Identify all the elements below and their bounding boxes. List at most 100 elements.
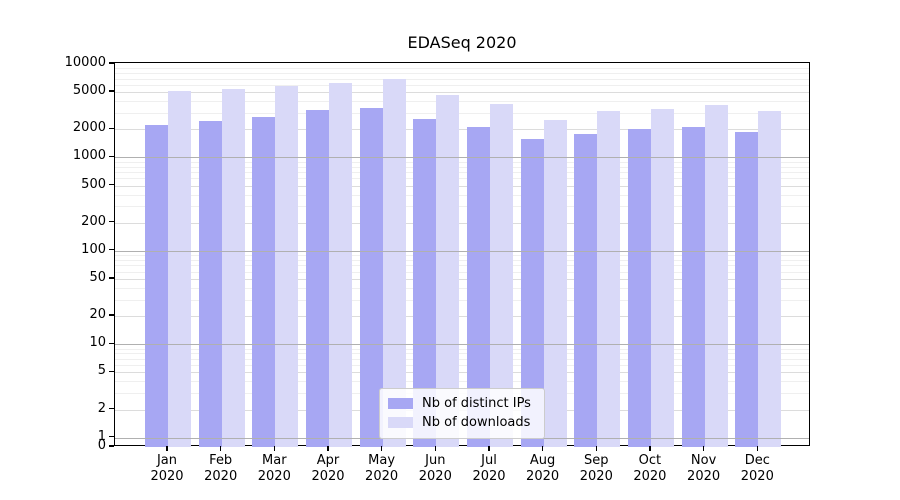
y-tick-mark (109, 342, 114, 344)
minor-gridline (115, 161, 809, 163)
legend-swatch-downloads (388, 417, 413, 428)
x-tick-mark (488, 446, 490, 451)
minor-gridline (115, 348, 809, 350)
minor-gridline (115, 358, 809, 360)
x-tick-label: Mar 2020 (257, 453, 291, 484)
y-tick-mark (109, 249, 114, 251)
x-tick-mark (273, 446, 275, 451)
minor-gridline (115, 259, 809, 261)
bar-distinct-ips (467, 126, 490, 447)
minor-gridline (115, 381, 809, 383)
bar-distinct-ips (574, 133, 598, 447)
legend-label-downloads: Nb of downloads (422, 415, 531, 430)
bar-downloads (597, 110, 621, 447)
y-tick-mark (109, 62, 114, 64)
minor-gridline (115, 78, 809, 80)
x-tick-label: Aug 2020 (526, 453, 560, 484)
minor-gridline (115, 166, 809, 168)
x-tick-mark (649, 446, 651, 451)
y-tick-mark (109, 221, 114, 223)
y-tick-mark (109, 90, 114, 92)
y-tick-mark (109, 127, 114, 129)
bar-downloads (650, 109, 674, 447)
x-tick-label: Jan 2020 (150, 453, 184, 484)
plot-area (114, 62, 810, 447)
x-tick-label: Apr 2020 (311, 453, 345, 484)
minor-gridline (115, 112, 809, 114)
y-tick-mark (109, 155, 114, 158)
y-tick-mark (109, 277, 114, 279)
y-tick-label: 2000 (72, 120, 106, 136)
bar-downloads (382, 79, 406, 447)
bars-layer (115, 63, 809, 447)
legend-row: Nb of downloads (388, 413, 536, 432)
bar-downloads (436, 94, 460, 447)
bar-distinct-ips (306, 110, 329, 447)
x-tick-label: Jun 2020 (418, 453, 452, 484)
bar-downloads (329, 82, 352, 447)
y-tick-label: 2 (97, 400, 106, 416)
chart-title: EDASeq 2020 (407, 33, 517, 52)
x-tick-label: Oct 2020 (633, 453, 667, 484)
y-tick-mark (109, 435, 114, 438)
bar-distinct-ips (198, 121, 222, 447)
major-gridline (115, 222, 809, 224)
x-tick-mark (434, 446, 436, 451)
y-tick-label: 200 (81, 213, 106, 229)
y-tick-label: 5000 (72, 83, 106, 99)
minor-gridline (115, 299, 809, 301)
minor-gridline (115, 206, 809, 208)
bar-distinct-ips (413, 118, 437, 447)
legend-row: Nb of distinct IPs (388, 394, 536, 413)
major-gridline (115, 129, 809, 131)
major-gridline (115, 92, 809, 94)
minor-gridline (115, 171, 809, 173)
bar-downloads (704, 105, 728, 447)
y-tick-label: 1 (97, 428, 106, 444)
major-gridline (115, 185, 809, 187)
y-tick-label: 10 (89, 335, 106, 351)
y-tick-label: 0 (97, 438, 106, 453)
minor-gridline (115, 255, 809, 257)
major-gridline (115, 250, 809, 252)
x-tick-mark (702, 446, 705, 451)
x-tick-mark (541, 446, 544, 451)
minor-gridline (115, 288, 809, 289)
bar-distinct-ips (145, 124, 168, 447)
x-tick-mark (166, 446, 168, 451)
bar-downloads (543, 120, 567, 447)
legend-label-distinct-ips: Nb of distinct IPs (422, 396, 531, 411)
minor-gridline (115, 178, 809, 180)
minor-gridline (115, 271, 809, 273)
y-tick-label: 50 (89, 269, 106, 285)
minor-gridline (115, 84, 809, 86)
bar-downloads (221, 88, 245, 447)
minor-gridline (115, 73, 809, 75)
x-tick-label: Nov 2020 (687, 453, 721, 484)
bar-distinct-ips (681, 126, 705, 447)
y-tick-mark (109, 183, 114, 186)
x-tick-mark (380, 446, 383, 451)
minor-gridline (115, 353, 809, 355)
y-tick-label: 500 (81, 176, 106, 192)
legend: Nb of distinct IPs Nb of downloads (379, 388, 545, 439)
y-tick-label: 1000 (72, 148, 106, 164)
y-tick-label: 10000 (64, 55, 106, 70)
x-tick-mark (756, 446, 758, 451)
major-gridline (115, 157, 809, 159)
minor-gridline (115, 101, 809, 103)
minor-gridline (115, 68, 809, 70)
major-gridline (115, 344, 809, 346)
x-tick-mark (595, 446, 597, 451)
bar-distinct-ips (359, 107, 383, 447)
bar-distinct-ips (735, 132, 759, 447)
bar-downloads (758, 110, 782, 447)
legend-swatch-distinct-ips (388, 398, 413, 409)
x-tick-mark (220, 446, 222, 451)
major-gridline (115, 372, 809, 374)
y-tick-label: 5 (97, 363, 106, 379)
minor-gridline (115, 194, 809, 196)
x-tick-mark (327, 446, 329, 451)
x-tick-label: Feb 2020 (204, 453, 238, 484)
